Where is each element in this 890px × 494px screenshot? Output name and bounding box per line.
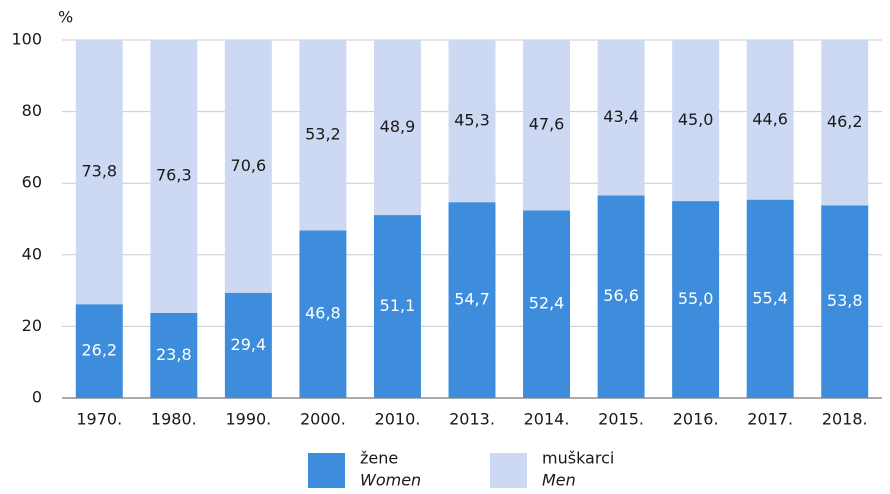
data-label: 23,8 [156,345,192,364]
bar-segment [299,230,347,398]
data-label: 45,3 [454,111,490,130]
data-label: 70,6 [231,156,267,175]
legend-label: muškarci [542,449,614,468]
data-label: 29,4 [231,335,267,354]
legend-label-en: Men [542,471,576,490]
bar-segment [448,202,496,398]
data-label: 56,6 [603,286,639,305]
data-label: 52,4 [529,294,565,313]
data-label: 53,2 [305,125,341,144]
x-tick-label: 2010. [375,410,421,429]
x-tick-label: 2013. [449,410,495,429]
bar-segment [597,195,645,398]
bar-segment [224,292,272,398]
y-tick-label: 0 [32,388,42,407]
x-tick-label: 2014. [524,410,570,429]
bar-segment [746,199,794,398]
bar-segment [448,40,496,203]
data-label: 51,1 [380,296,416,315]
bar-segment [373,215,421,398]
bar-segment [672,40,720,202]
bar-segment [150,312,198,398]
bar-segment [746,40,794,200]
data-label: 53,8 [827,291,863,310]
bar-segment [75,304,123,398]
bar-segment [523,210,571,398]
y-tick-label: 40 [22,244,42,263]
legend-label: žene [360,449,398,468]
x-tick-label: 2018. [822,410,868,429]
y-tick-label: 20 [22,316,42,335]
data-label: 48,9 [380,117,416,136]
x-tick-label: 2015. [598,410,644,429]
legend-swatch [490,453,527,488]
x-tick-label: 2017. [747,410,793,429]
bar-segment [821,40,869,206]
data-label: 54,7 [454,290,490,309]
bar-segment [75,40,123,305]
data-label: 47,6 [529,115,565,134]
data-label: 76,3 [156,166,192,185]
y-tick-label: 60 [22,173,42,192]
x-tick-label: 1990. [225,410,271,429]
legend-label-en: Women [360,471,421,490]
data-label: 43,4 [603,107,639,126]
y-tick-label: 80 [22,101,42,120]
data-label: 45,0 [678,110,714,129]
data-label: 46,8 [305,304,341,323]
bar-segment [299,40,347,231]
bar-segment [523,40,571,211]
y-tick-label: 100 [11,30,42,49]
data-label: 44,6 [752,109,788,128]
bar-segment [150,39,198,313]
bar-segment [672,201,720,398]
bar-segment [373,40,421,216]
x-tick-label: 1980. [151,410,197,429]
x-tick-label: 2016. [673,410,719,429]
data-label: 26,2 [81,341,117,360]
data-label: 55,0 [678,289,714,308]
data-label: 73,8 [81,162,117,181]
x-tick-label: 1970. [76,410,122,429]
data-label: 55,4 [752,288,788,307]
bar-segment [821,205,869,398]
data-label: 46,2 [827,112,863,131]
bar-segment [224,40,272,293]
bar-segment [597,40,645,196]
legend-swatch [308,453,345,488]
x-tick-label: 2000. [300,410,346,429]
y-axis-label: % [58,8,73,27]
